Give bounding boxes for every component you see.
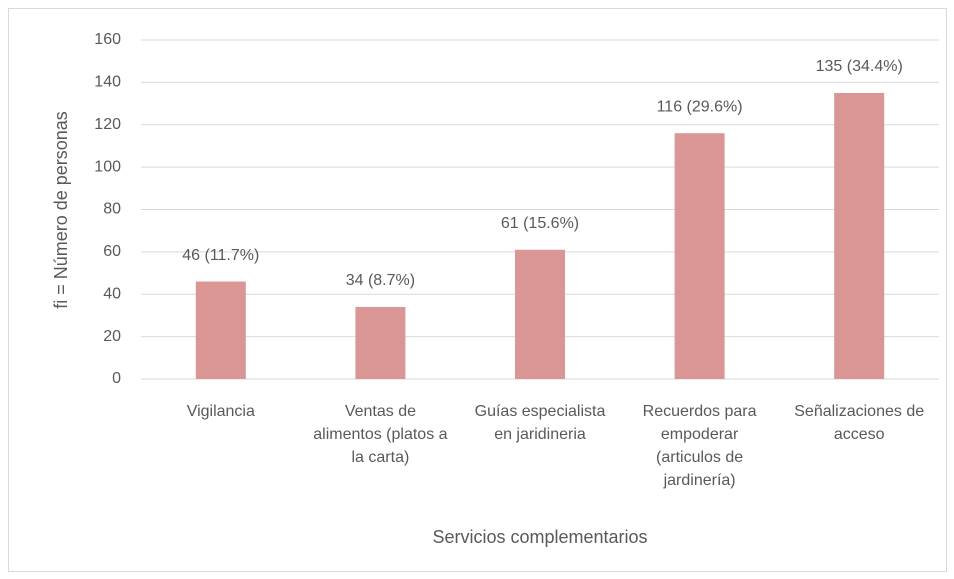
y-axis-title: fi = Número de personas (51, 111, 71, 309)
y-tick-label: 60 (103, 243, 121, 260)
data-label: 46 (11.7%) (182, 247, 259, 264)
bar (355, 306, 406, 379)
x-tick-label: Guías especialista en jaridineria (475, 403, 606, 443)
y-tick-label: 140 (94, 74, 121, 91)
data-label: 34 (8.7%) (346, 272, 415, 289)
chart-border (8, 8, 947, 572)
y-tick-label: 160 (94, 31, 121, 48)
data-label: 135 (34.4%) (816, 58, 903, 75)
y-tick-label: 120 (94, 116, 121, 133)
data-label: 116 (29.6%) (657, 98, 743, 115)
y-tick-label: 80 (103, 201, 121, 218)
x-tick-label: Señalizaciones de acceso (794, 403, 924, 443)
bar (834, 92, 885, 379)
bar (195, 281, 246, 379)
y-tick-label: 20 (103, 328, 121, 345)
x-tick-label: Recuerdos para empoderar (articulos de jard… (643, 403, 757, 489)
y-tick-label: 0 (112, 370, 121, 387)
x-tick-label: Ventas de alimentos (platos a la carta) (313, 403, 447, 466)
y-tick-label: 100 (94, 158, 121, 175)
x-axis-title: Servicios complementarios (432, 527, 647, 547)
data-label: 61 (15.6%) (501, 215, 579, 232)
bar (674, 133, 725, 379)
y-tick-label: 40 (103, 285, 121, 302)
bar (515, 249, 565, 379)
x-tick-label: Vigilancia (187, 403, 255, 420)
